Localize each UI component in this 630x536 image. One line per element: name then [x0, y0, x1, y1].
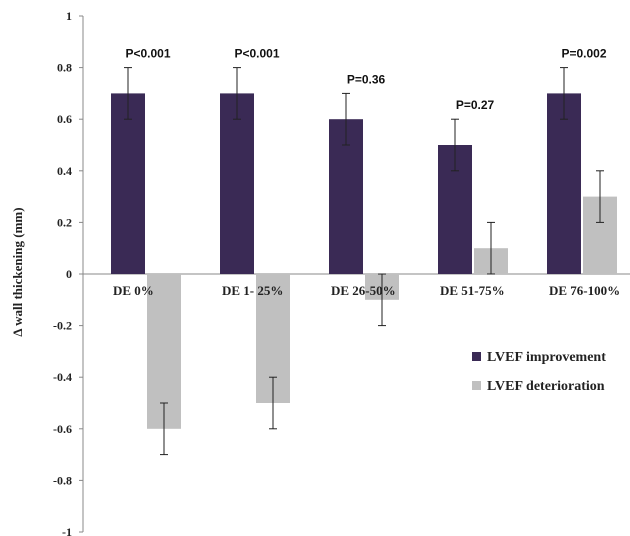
p-value-label: P=0.36 [347, 72, 386, 86]
y-tick-label: -0.4 [53, 370, 72, 384]
y-tick-label: -0.6 [53, 422, 72, 436]
category-label: DE 51-75% [440, 283, 505, 298]
y-tick-label: 1 [66, 9, 72, 23]
y-axis-title: Δ wall thickening (mm) [10, 207, 25, 336]
y-tick-label: 0.8 [57, 61, 72, 75]
category-label: DE 26-50% [331, 283, 396, 298]
category-label: DE 1- 25% [222, 283, 283, 298]
p-value-label: P<0.001 [234, 47, 279, 61]
bar-improvement-0 [111, 93, 145, 275]
p-value-label: P=0.27 [456, 98, 495, 112]
error-bars [124, 67, 604, 456]
legend-label-deterioration: LVEF deterioration [487, 379, 605, 394]
y-tick-label: -0.2 [53, 319, 72, 333]
y-tick-label: 0.2 [57, 215, 72, 229]
category-label: DE 0% [113, 283, 154, 298]
bars [111, 93, 617, 429]
legend-swatch-deterioration [472, 381, 481, 390]
legend-swatch-improvement [472, 352, 481, 361]
bar-improvement-4 [547, 93, 581, 275]
legend-label-improvement: LVEF improvement [487, 350, 606, 365]
p-value-label: P<0.001 [125, 47, 170, 61]
p-value-labels: P<0.001 P<0.001 P=0.36 P=0.27 P=0.002 [125, 47, 606, 113]
y-tick-label: -1 [62, 525, 72, 536]
y-tick-label: 0 [66, 267, 72, 281]
y-axis: 1 0.8 0.6 0.4 0.2 0 -0.2 -0.4 -0.6 -0.8 -1 [53, 9, 630, 536]
legend: LVEF improvement LVEF deterioration [472, 350, 606, 394]
y-tick-label: -0.8 [53, 473, 72, 487]
y-tick-label: 0.6 [57, 112, 72, 126]
category-labels: DE 0% DE 1- 25% DE 26-50% DE 51-75% DE 76-10… [113, 283, 620, 298]
p-value-label: P=0.002 [561, 47, 606, 61]
y-tick-label: 0.4 [57, 164, 72, 178]
category-label: DE 76-100% [549, 283, 620, 298]
bar-improvement-1 [220, 93, 254, 275]
